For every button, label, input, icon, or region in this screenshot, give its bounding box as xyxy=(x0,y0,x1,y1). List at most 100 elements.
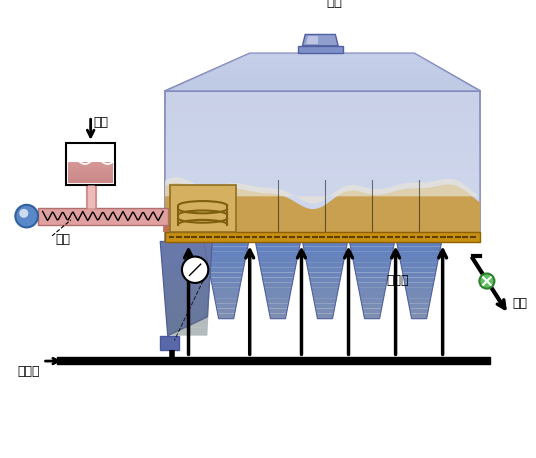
Polygon shape xyxy=(165,146,480,151)
Polygon shape xyxy=(259,262,296,267)
Polygon shape xyxy=(166,312,209,320)
Text: 干品: 干品 xyxy=(512,297,527,311)
Polygon shape xyxy=(163,281,210,289)
Polygon shape xyxy=(307,262,344,267)
Polygon shape xyxy=(266,298,289,303)
Polygon shape xyxy=(233,58,428,61)
Polygon shape xyxy=(211,278,242,283)
Polygon shape xyxy=(358,283,386,288)
Polygon shape xyxy=(68,162,113,183)
Polygon shape xyxy=(267,303,288,308)
Polygon shape xyxy=(401,267,437,273)
Polygon shape xyxy=(308,273,341,278)
Polygon shape xyxy=(400,262,438,267)
Polygon shape xyxy=(405,283,434,288)
Polygon shape xyxy=(209,267,244,273)
Polygon shape xyxy=(165,231,480,236)
Text: 尾气: 尾气 xyxy=(326,0,342,9)
Polygon shape xyxy=(165,156,480,161)
Polygon shape xyxy=(165,91,480,96)
Polygon shape xyxy=(302,241,347,247)
Polygon shape xyxy=(403,273,436,278)
Polygon shape xyxy=(304,252,346,257)
Polygon shape xyxy=(165,186,480,191)
Polygon shape xyxy=(167,320,208,328)
Polygon shape xyxy=(316,314,333,319)
Polygon shape xyxy=(361,298,384,303)
Polygon shape xyxy=(309,278,340,283)
Polygon shape xyxy=(363,314,381,319)
Polygon shape xyxy=(410,308,429,314)
Polygon shape xyxy=(165,304,209,312)
Polygon shape xyxy=(361,303,383,308)
Text: 渗料: 渗料 xyxy=(93,116,108,129)
Polygon shape xyxy=(399,257,438,262)
Polygon shape xyxy=(351,247,393,252)
Polygon shape xyxy=(161,249,212,257)
Polygon shape xyxy=(199,73,454,76)
Polygon shape xyxy=(354,267,390,273)
Polygon shape xyxy=(399,252,440,257)
Polygon shape xyxy=(214,298,238,303)
Polygon shape xyxy=(312,293,338,298)
Polygon shape xyxy=(188,78,463,81)
Circle shape xyxy=(16,205,38,228)
Polygon shape xyxy=(165,53,480,91)
Text: 热空气: 热空气 xyxy=(17,365,40,378)
Polygon shape xyxy=(164,289,210,296)
Polygon shape xyxy=(258,257,297,262)
Polygon shape xyxy=(353,262,391,267)
Polygon shape xyxy=(205,247,248,252)
Polygon shape xyxy=(165,202,480,207)
Polygon shape xyxy=(210,68,445,71)
Polygon shape xyxy=(408,303,430,308)
Polygon shape xyxy=(205,71,450,73)
Polygon shape xyxy=(165,181,480,186)
Polygon shape xyxy=(262,273,294,278)
Polygon shape xyxy=(165,212,480,217)
Polygon shape xyxy=(38,207,168,224)
Polygon shape xyxy=(255,241,301,247)
Polygon shape xyxy=(359,288,385,293)
Polygon shape xyxy=(165,136,480,141)
Polygon shape xyxy=(160,241,212,249)
Polygon shape xyxy=(165,183,480,237)
Polygon shape xyxy=(406,288,433,293)
Polygon shape xyxy=(165,88,480,91)
Polygon shape xyxy=(165,232,480,241)
Polygon shape xyxy=(160,336,179,350)
Polygon shape xyxy=(165,222,480,226)
Polygon shape xyxy=(214,293,239,298)
Polygon shape xyxy=(165,177,480,203)
Polygon shape xyxy=(260,267,295,273)
Polygon shape xyxy=(362,308,382,314)
Polygon shape xyxy=(165,121,480,126)
Circle shape xyxy=(479,273,494,289)
Polygon shape xyxy=(165,161,480,166)
Polygon shape xyxy=(165,217,480,222)
Polygon shape xyxy=(165,296,210,304)
Polygon shape xyxy=(68,175,113,178)
Polygon shape xyxy=(165,226,480,231)
Polygon shape xyxy=(297,46,343,53)
Polygon shape xyxy=(239,56,423,58)
Polygon shape xyxy=(270,314,286,319)
Polygon shape xyxy=(165,166,480,171)
Polygon shape xyxy=(206,257,245,262)
Polygon shape xyxy=(213,288,240,293)
Polygon shape xyxy=(265,293,291,298)
Polygon shape xyxy=(315,303,336,308)
Polygon shape xyxy=(163,273,211,281)
Polygon shape xyxy=(360,293,385,298)
Polygon shape xyxy=(353,257,392,262)
Polygon shape xyxy=(165,236,480,241)
Polygon shape xyxy=(210,273,243,278)
Polygon shape xyxy=(303,247,347,252)
Polygon shape xyxy=(349,241,394,247)
Polygon shape xyxy=(165,196,480,202)
Polygon shape xyxy=(310,283,339,288)
Polygon shape xyxy=(165,116,480,121)
Polygon shape xyxy=(257,252,299,257)
Polygon shape xyxy=(212,283,241,288)
Polygon shape xyxy=(165,207,480,212)
